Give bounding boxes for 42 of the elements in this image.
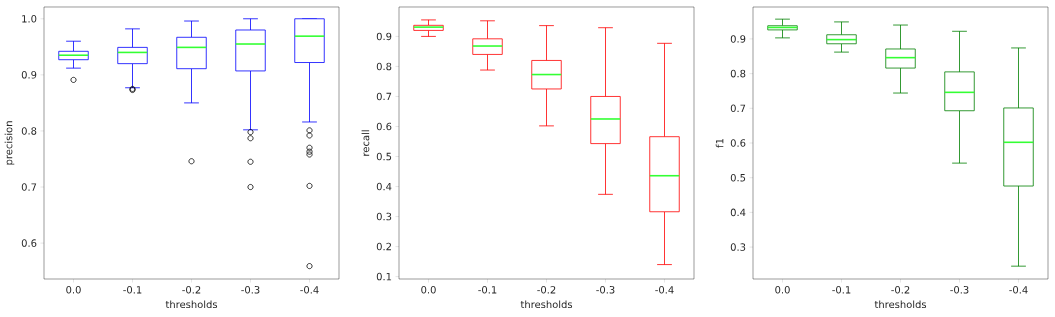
y-tick-label: 0.1: [376, 272, 392, 281]
y-tick-label: 0.6: [21, 239, 37, 247]
x-tick-label: -0.2: [537, 286, 556, 294]
y-tick-label: 0.7: [730, 104, 746, 113]
y-axis-title: precision: [4, 121, 15, 165]
x-tick-label: -0.1: [832, 286, 851, 294]
x-tick-label: 0.0: [66, 286, 81, 294]
y-tick-label: 0.8: [376, 62, 392, 71]
y-tick-label: 0.7: [376, 92, 392, 101]
x-tick-label: -0.4: [655, 286, 674, 294]
x-axis-title: thresholds: [165, 300, 218, 309]
x-tick-label: -0.2: [891, 286, 910, 294]
y-tick-label: 0.3: [376, 212, 392, 221]
y-axis-title: recall: [361, 130, 370, 156]
x-tick-label: -0.3: [241, 286, 260, 294]
y-tick-label: 0.4: [376, 182, 392, 191]
x-tick-label: 0.0: [421, 286, 436, 294]
y-tick-label: 0.9: [376, 32, 392, 41]
y-tick-label: 0.8: [730, 69, 746, 78]
y-tick-label: 0.9: [730, 35, 746, 43]
y-tick-label: 0.5: [376, 152, 392, 161]
y-tick-label: 0.5: [730, 173, 746, 182]
y-tick-label: 0.8: [21, 127, 37, 135]
y-tick-label: 0.6: [376, 122, 392, 131]
x-axis-title: thresholds: [874, 300, 927, 309]
x-tick-label: -0.4: [300, 286, 319, 294]
y-tick-label: 0.4: [730, 208, 746, 217]
x-tick-label: 0.0: [775, 286, 790, 294]
x-tick-label: -0.1: [123, 286, 142, 294]
x-tick-label: -0.3: [950, 286, 969, 294]
y-tick-label: 1.0: [22, 14, 37, 23]
y-tick-label: 0.6: [730, 139, 746, 147]
y-tick-label: 0.2: [376, 242, 391, 251]
x-tick-label: -0.2: [182, 286, 201, 294]
x-tick-label: -0.3: [596, 286, 615, 294]
y-axis-title: f1: [715, 138, 724, 148]
x-axis-title: thresholds: [520, 300, 573, 309]
y-tick-label: 0.3: [730, 243, 746, 251]
y-tick-label: 0.7: [21, 183, 37, 191]
x-tick-label: -0.4: [1009, 286, 1028, 294]
x-tick-label: -0.1: [478, 286, 497, 294]
y-tick-label: 0.9: [21, 71, 37, 79]
